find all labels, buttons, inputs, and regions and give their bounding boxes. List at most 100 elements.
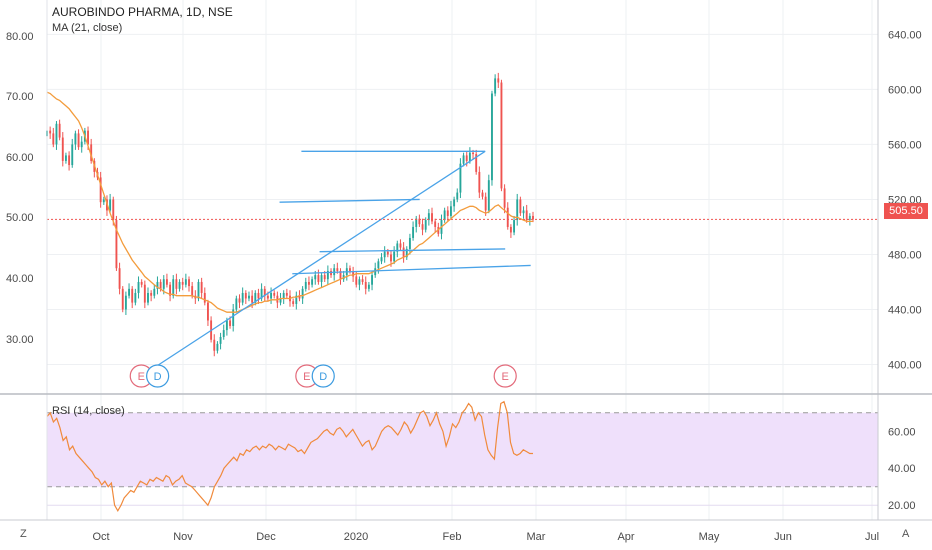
- candle-body: [326, 270, 329, 280]
- candle-body: [396, 243, 399, 252]
- earnings-event-label: E: [303, 371, 310, 383]
- candle-body: [516, 199, 519, 221]
- candle-body: [320, 275, 323, 282]
- right-tick-label: 600.00: [888, 84, 922, 96]
- candle-body: [386, 251, 389, 255]
- candle-body: [525, 210, 528, 221]
- candle-body: [456, 192, 459, 200]
- candle-body: [188, 279, 190, 287]
- candle-body: [522, 210, 525, 214]
- candle-body: [475, 154, 478, 172]
- dividend-event-label: D: [154, 371, 162, 383]
- candle-body: [292, 301, 295, 304]
- candle-body: [71, 144, 74, 166]
- candle-body: [64, 155, 67, 161]
- candle-body: [358, 279, 361, 285]
- rsi-indicator-label[interactable]: RSI (14, close): [52, 405, 125, 417]
- candle-body: [203, 292, 206, 303]
- candle-body: [377, 261, 380, 269]
- rsi-series: [46, 400, 533, 513]
- candle-body: [405, 248, 408, 258]
- candle-body: [191, 286, 194, 296]
- candle-body: [219, 336, 222, 344]
- candle-body: [314, 275, 317, 280]
- chart-title: AUROBINDO PHARMA, 1D, NSE: [52, 5, 233, 19]
- candle-body: [503, 188, 506, 208]
- candle-body: [383, 251, 386, 258]
- rsi-band-fill: [47, 412, 878, 487]
- candle-body: [99, 177, 102, 203]
- chart-legend: AUROBINDO PHARMA, 1D, NSE MA (21, close): [52, 5, 233, 34]
- candle-body: [282, 292, 285, 299]
- axes: [0, 0, 932, 521]
- candle-body: [254, 292, 257, 303]
- candle-body: [500, 82, 503, 189]
- dividend-event-marker[interactable]: [311, 364, 335, 388]
- x-tick-label: 2020: [344, 531, 368, 543]
- auto-scale-button[interactable]: A: [902, 528, 910, 540]
- dividend-event-marker[interactable]: [146, 364, 170, 388]
- candle-body: [478, 171, 481, 193]
- right-tick-label: 640.00: [888, 29, 922, 41]
- rsi-tick-label: 60.00: [888, 426, 916, 438]
- candle-body: [225, 320, 228, 331]
- ma-series: [46, 91, 533, 313]
- candle-body: [87, 130, 89, 145]
- candle-body: [109, 199, 112, 211]
- right-tick-label: 480.00: [888, 249, 922, 261]
- candle-body: [519, 199, 522, 214]
- x-tick-label: Mar: [527, 531, 546, 543]
- candle-body: [68, 155, 71, 166]
- candle-body: [248, 295, 250, 299]
- trendline[interactable]: [319, 248, 506, 253]
- candle-body: [380, 257, 383, 262]
- candle-body: [412, 226, 415, 238]
- trendline[interactable]: [292, 264, 531, 275]
- left-tick-label: 50.00: [6, 212, 34, 224]
- x-tick-label: Jun: [774, 531, 792, 543]
- x-tick-label: Apr: [617, 531, 634, 543]
- candle-body: [330, 270, 332, 276]
- candle-body: [74, 133, 77, 145]
- trendline[interactable]: [148, 150, 486, 372]
- candle-body: [143, 284, 146, 303]
- x-tick-label: Oct: [92, 531, 109, 543]
- candle-body: [251, 295, 254, 303]
- candle-body: [317, 275, 320, 282]
- trendline[interactable]: [279, 198, 420, 203]
- candle-body: [355, 276, 358, 285]
- candle-body: [241, 292, 244, 303]
- candle-body: [184, 279, 187, 285]
- candle-body: [427, 213, 430, 221]
- candle-body: [222, 330, 225, 337]
- candle-body: [450, 206, 452, 216]
- candle-body: [336, 268, 339, 271]
- rsi-tick-label: 40.00: [888, 463, 916, 475]
- candle-body: [52, 133, 55, 145]
- candle-body: [371, 275, 373, 285]
- last-price-tag: 505.50: [884, 203, 928, 219]
- candle-body: [513, 220, 516, 233]
- candle-body: [418, 218, 421, 225]
- zoom-button[interactable]: Z: [20, 528, 27, 540]
- candle-body: [55, 123, 58, 145]
- candle-body: [131, 288, 134, 303]
- ma-indicator-label[interactable]: MA (21, close): [52, 22, 123, 34]
- left-tick-label: 70.00: [6, 91, 34, 103]
- candle-body: [121, 288, 124, 310]
- left-tick-label: 60.00: [6, 152, 34, 164]
- candle-body: [446, 210, 449, 216]
- candle-body: [257, 292, 260, 299]
- candle-body: [421, 224, 424, 230]
- candle-body: [200, 281, 203, 293]
- candle-body: [263, 288, 266, 296]
- candle-body: [298, 295, 301, 299]
- x-tick-label: Jul: [865, 531, 879, 543]
- earnings-event-marker[interactable]: [493, 364, 517, 388]
- candle-body: [509, 226, 512, 233]
- candle-body: [339, 270, 342, 280]
- candle-body: [260, 288, 263, 299]
- candle-body: [497, 78, 500, 83]
- x-tick-label: Nov: [173, 531, 193, 543]
